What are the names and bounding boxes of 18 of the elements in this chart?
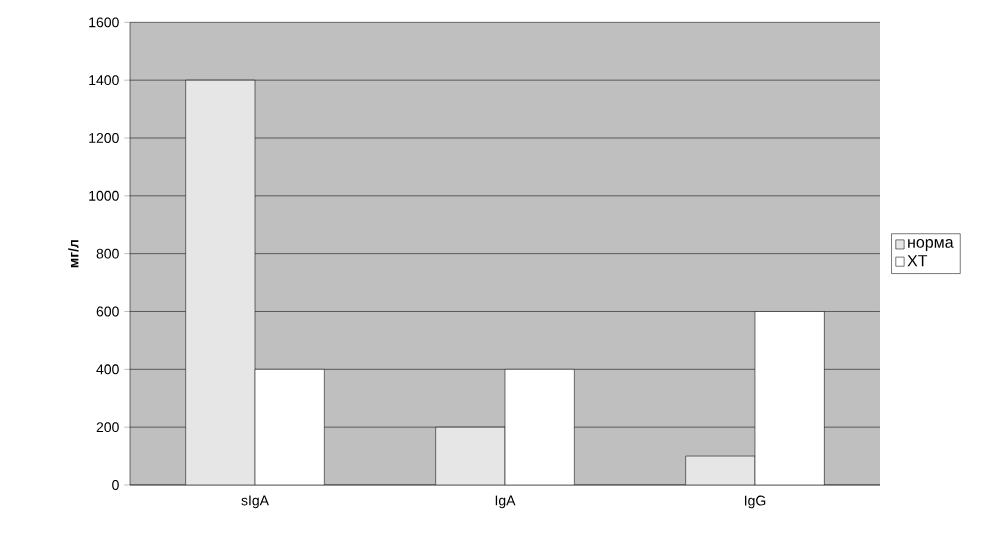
x-tick-label: IgG xyxy=(745,495,766,509)
y-tick-label: 1200 xyxy=(89,133,119,143)
y-tick-label: 0 xyxy=(112,480,119,490)
legend-label: норма xyxy=(908,239,954,252)
bar xyxy=(504,369,575,485)
y-tick-label: 1000 xyxy=(89,190,119,201)
legend-label: ХТ xyxy=(907,255,928,267)
y-tick-label: 1400 xyxy=(89,75,119,86)
y-tick-label: 800 xyxy=(96,248,119,259)
y-tick-label: 1600 xyxy=(89,17,119,28)
bar xyxy=(754,311,825,485)
y-tick-label: 600 xyxy=(96,306,119,317)
y-axis-title: мг/л xyxy=(68,240,79,268)
y-tick-label: 400 xyxy=(96,364,119,375)
y-tick-label: 200 xyxy=(96,422,119,433)
bar xyxy=(254,369,325,485)
x-tick-label: IgA xyxy=(495,495,516,509)
x-tick-label: sIgA xyxy=(241,495,269,509)
